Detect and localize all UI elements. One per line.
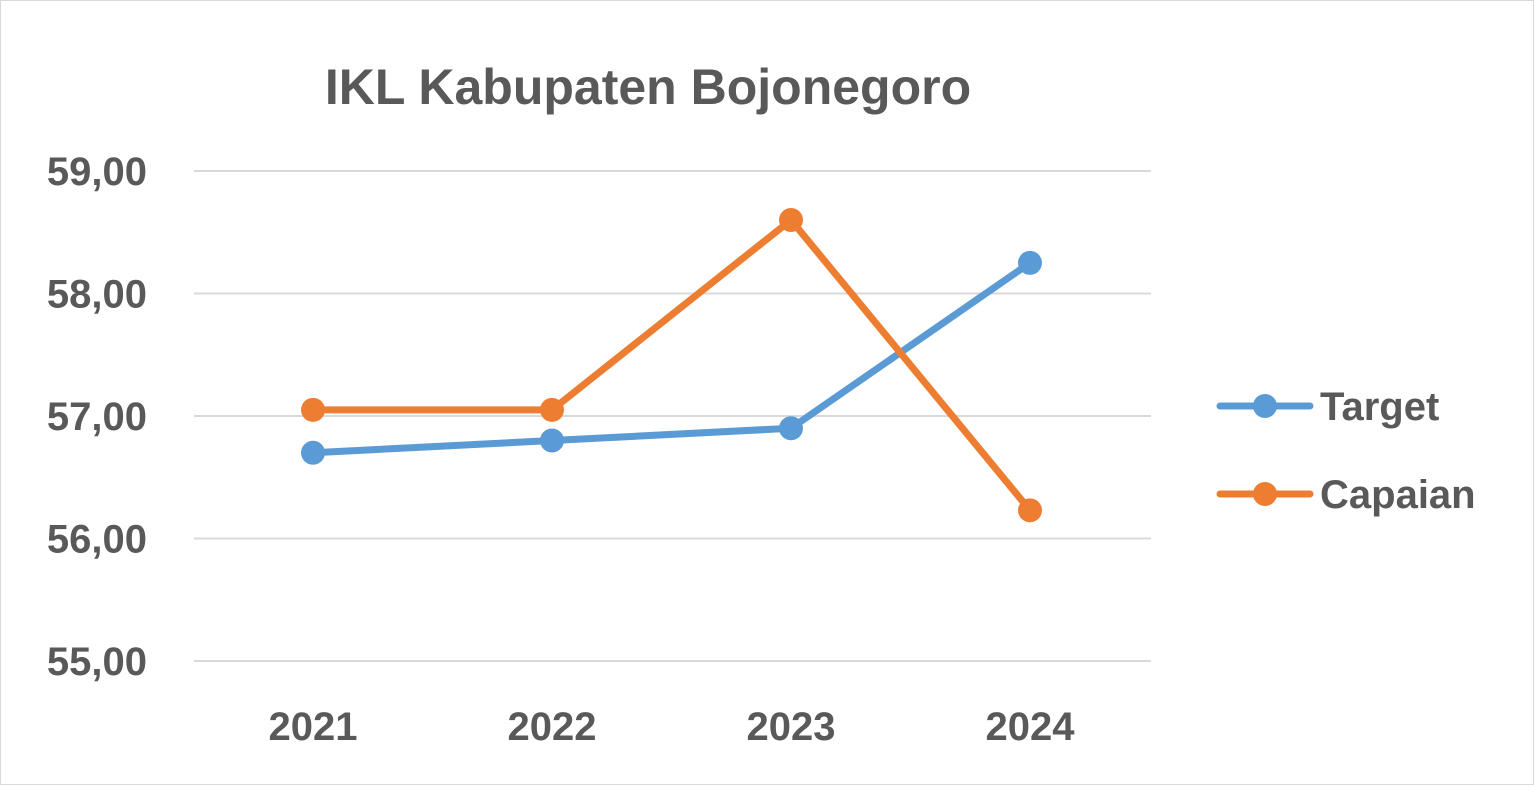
y-axis-ticks: 55,00 56,00 57,00 58,00 59,00 bbox=[47, 150, 147, 684]
series-target bbox=[301, 250, 1042, 465]
series-group bbox=[301, 208, 1042, 523]
data-point bbox=[540, 397, 564, 422]
series-line bbox=[309, 216, 1034, 514]
data-point bbox=[779, 208, 803, 232]
chart-title: IKL Kabupaten Bojonegoro bbox=[325, 59, 971, 115]
legend-item-capaian: Capaian bbox=[1216, 473, 1476, 517]
series-capaian bbox=[301, 208, 1042, 523]
series-line bbox=[309, 259, 1034, 457]
y-tick-label: 57,00 bbox=[47, 395, 147, 439]
data-point bbox=[301, 397, 325, 422]
y-tick-label: 55,00 bbox=[47, 640, 147, 684]
x-tick-label: 2023 bbox=[747, 705, 836, 749]
data-point bbox=[540, 428, 564, 453]
data-point bbox=[1018, 498, 1042, 523]
data-point bbox=[1018, 250, 1042, 275]
grid-lines bbox=[194, 170, 1151, 662]
x-tick-label: 2021 bbox=[269, 705, 358, 749]
legend-item-target: Target bbox=[1216, 385, 1439, 429]
legend-label: Capaian bbox=[1320, 473, 1476, 517]
y-tick-label: 56,00 bbox=[47, 518, 147, 562]
legend-marker bbox=[1253, 394, 1277, 418]
y-tick-label: 59,00 bbox=[47, 150, 147, 194]
data-point bbox=[779, 416, 803, 441]
y-tick-label: 58,00 bbox=[47, 273, 147, 317]
data-point bbox=[301, 440, 325, 465]
x-tick-label: 2022 bbox=[508, 705, 597, 749]
x-tick-label: 2024 bbox=[986, 705, 1076, 749]
x-axis-ticks: 2021 2022 2023 2024 bbox=[269, 705, 1076, 749]
legend-label: Target bbox=[1320, 385, 1439, 429]
legend-marker bbox=[1253, 482, 1277, 506]
legend: Target Capaian bbox=[1216, 385, 1476, 517]
